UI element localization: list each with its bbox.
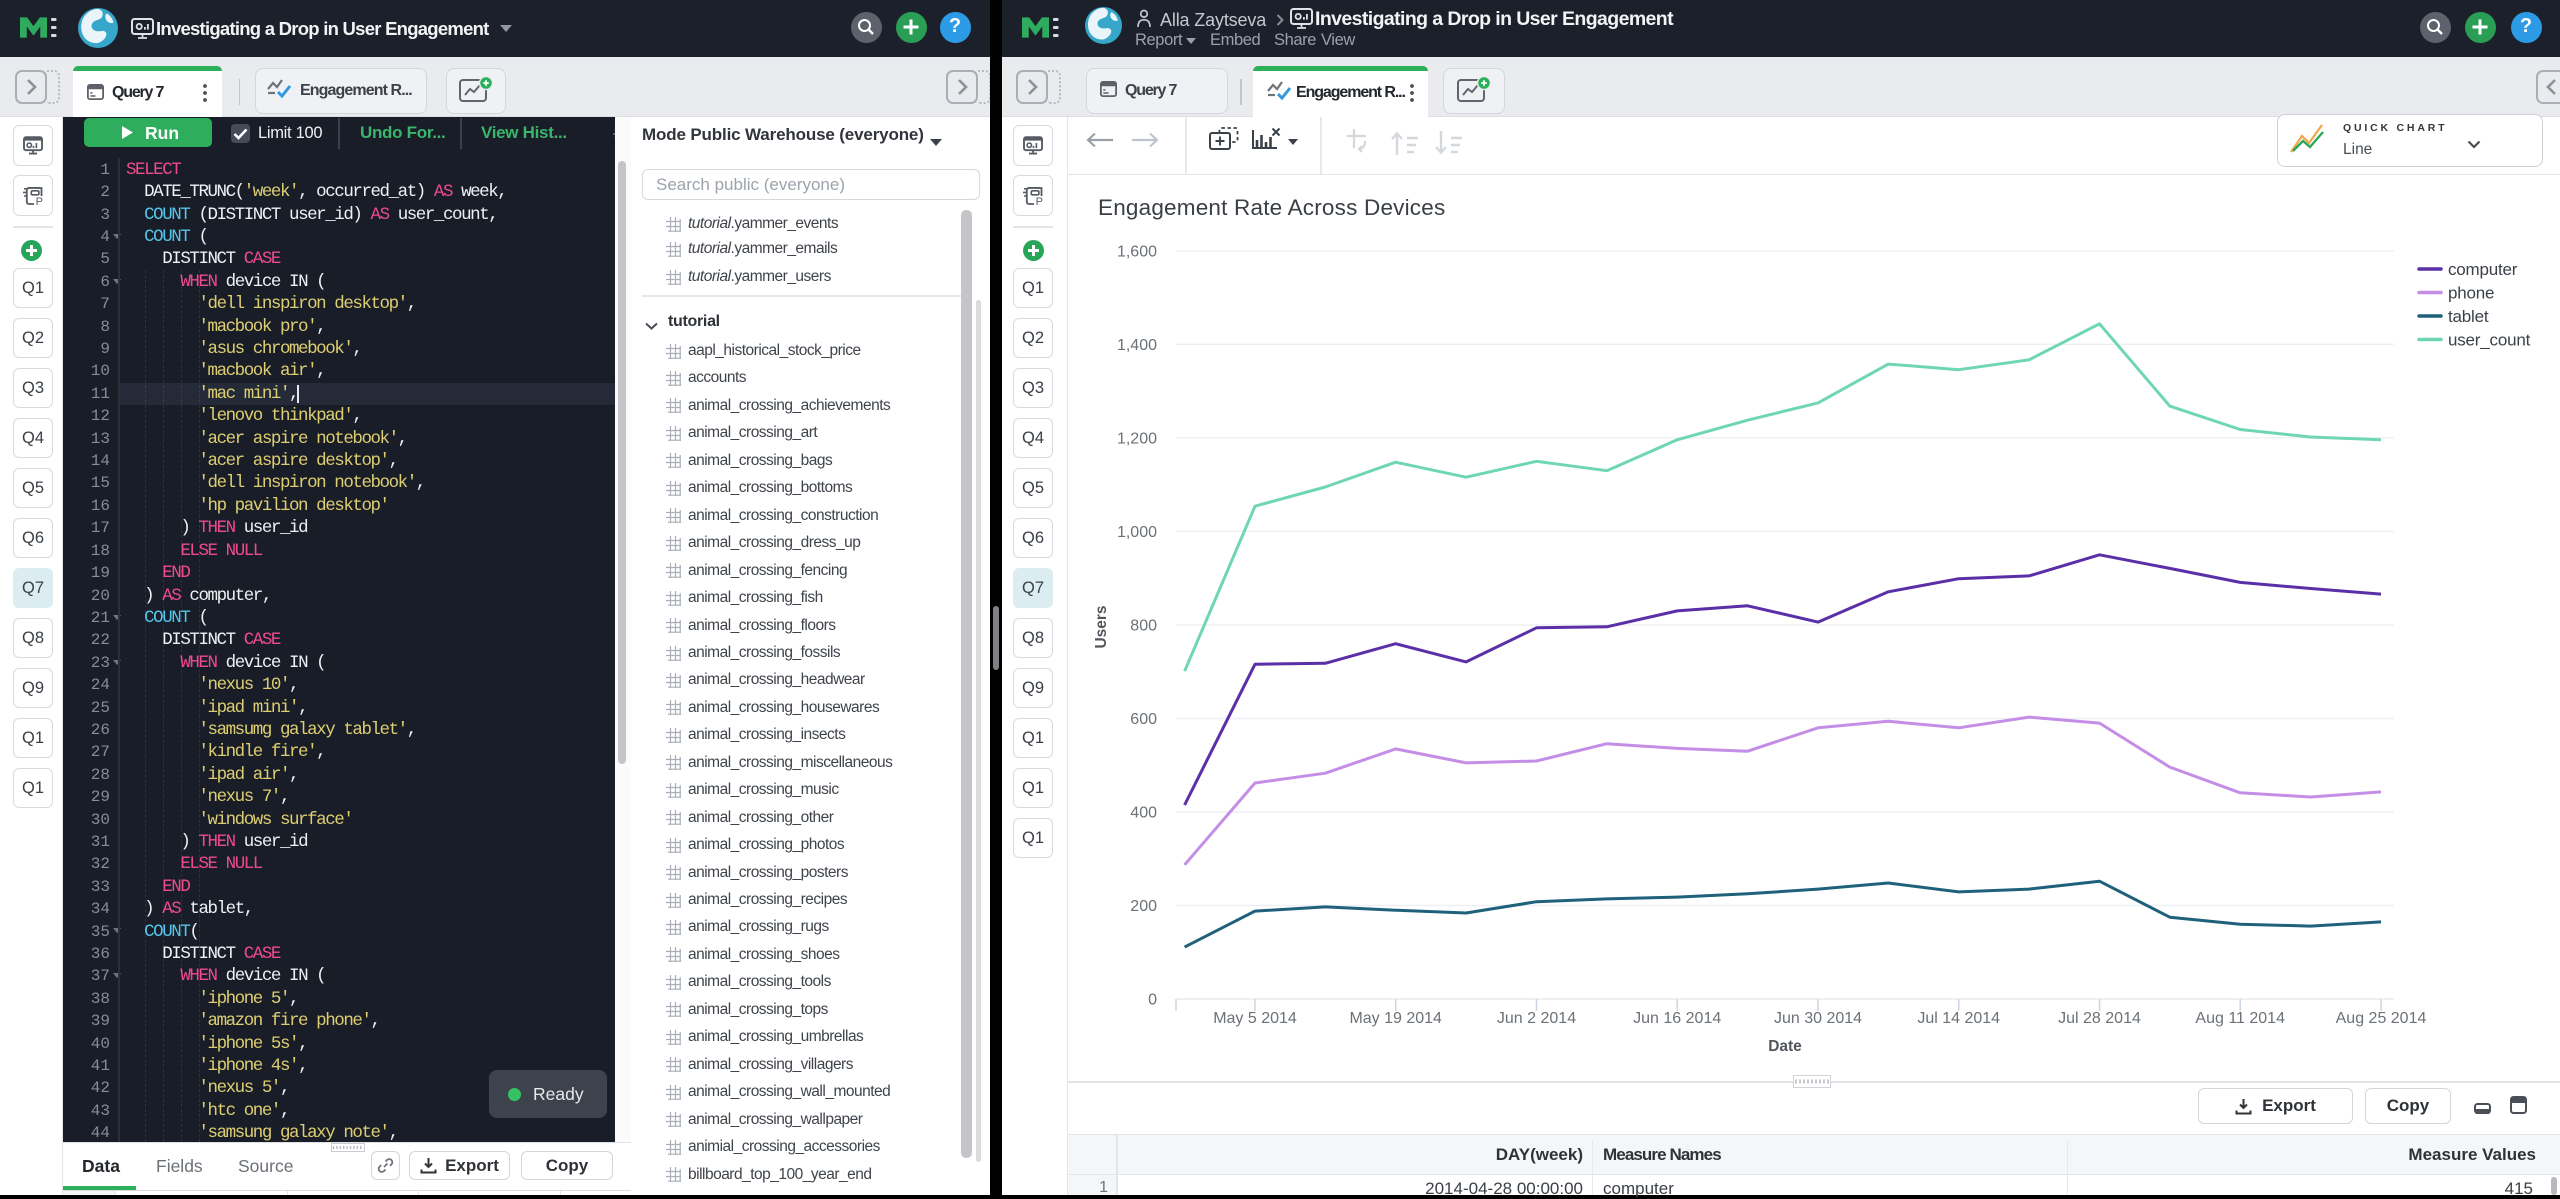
svg-text:Date: Date: [1768, 1038, 1802, 1055]
svg-text:phone: phone: [2448, 284, 2494, 303]
svg-text:Aug 25 2014: Aug 25 2014: [2336, 1010, 2427, 1027]
svg-text:0: 0: [1148, 992, 1157, 1009]
svg-text:user_count: user_count: [2448, 331, 2531, 350]
svg-text:600: 600: [1130, 711, 1157, 728]
svg-text:May 19 2014: May 19 2014: [1349, 1010, 1442, 1027]
svg-text:Jul 14 2014: Jul 14 2014: [1917, 1010, 2000, 1027]
svg-text:1,400: 1,400: [1117, 337, 1157, 354]
svg-text:P: P: [35, 195, 42, 205]
svg-text:computer: computer: [2448, 260, 2518, 279]
svg-text:Jun 30 2014: Jun 30 2014: [1774, 1010, 1862, 1027]
svg-text:P: P: [1035, 195, 1042, 205]
svg-text:Users: Users: [1093, 605, 1110, 648]
svg-text:1,600: 1,600: [1117, 243, 1157, 260]
svg-text:1,000: 1,000: [1117, 524, 1157, 541]
svg-text:200: 200: [1130, 898, 1157, 915]
svg-text:Aug 11 2014: Aug 11 2014: [2195, 1010, 2285, 1027]
svg-text:Jun 16 2014: Jun 16 2014: [1633, 1010, 1721, 1027]
svg-text:tablet: tablet: [2448, 307, 2489, 326]
svg-text:May 5 2014: May 5 2014: [1213, 1010, 1297, 1027]
svg-text:Jun 2 2014: Jun 2 2014: [1497, 1010, 1576, 1027]
svg-text:400: 400: [1130, 805, 1157, 822]
svg-text:1,200: 1,200: [1117, 430, 1157, 447]
svg-text:800: 800: [1130, 618, 1157, 635]
svg-text:Jul 28 2014: Jul 28 2014: [2058, 1010, 2141, 1027]
